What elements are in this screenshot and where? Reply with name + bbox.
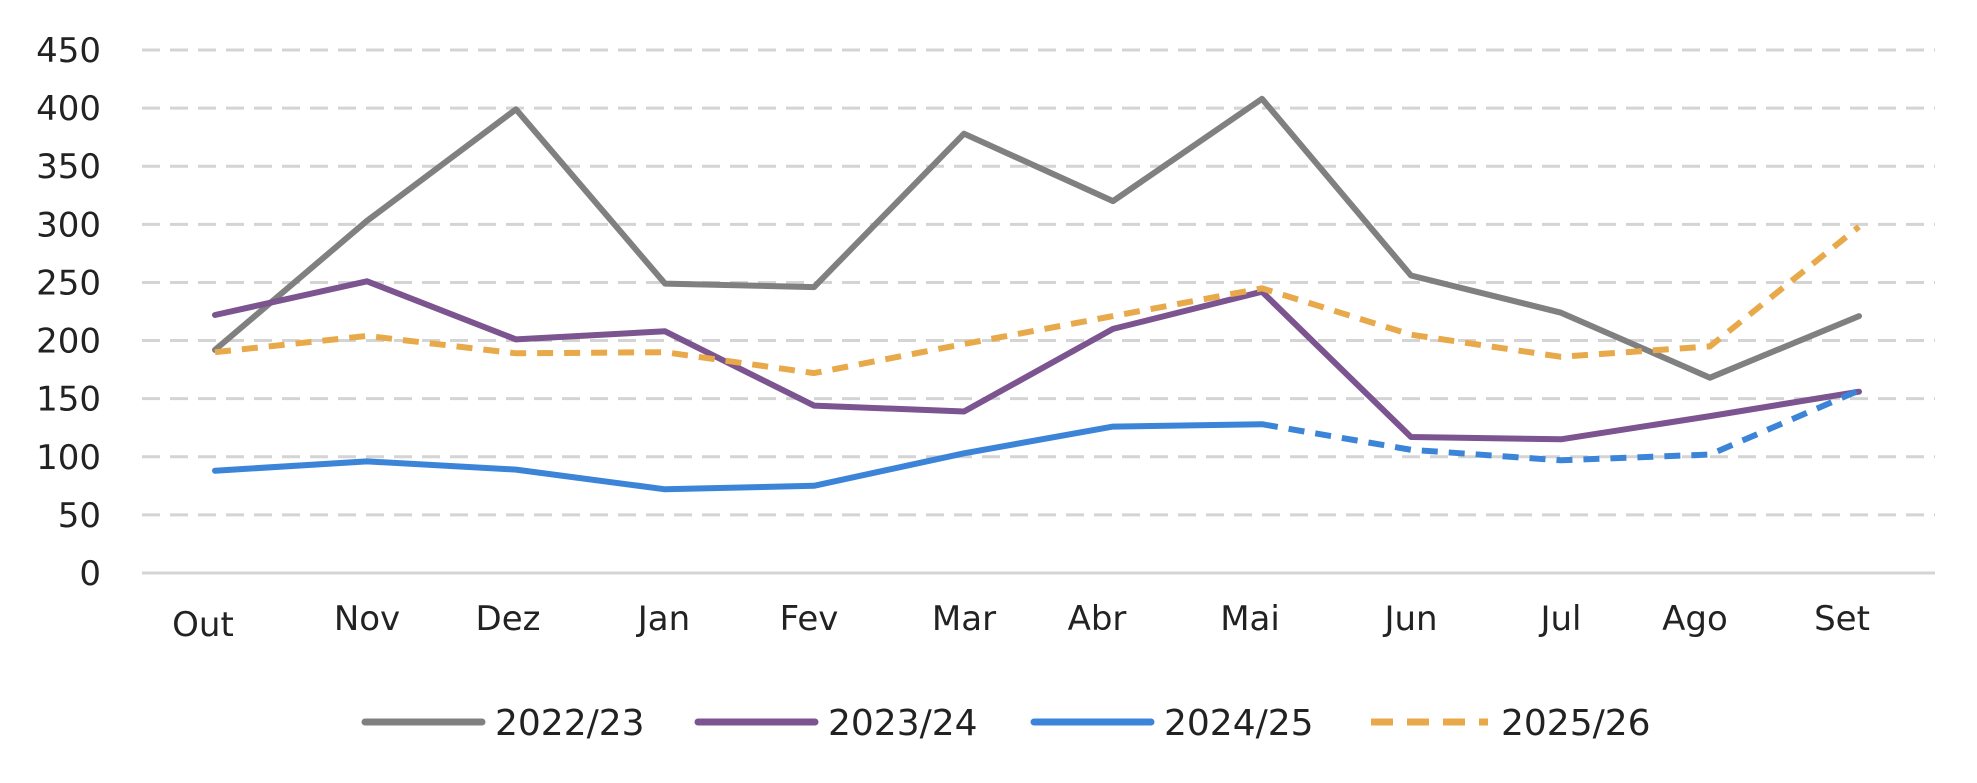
grid-lines bbox=[142, 48, 1935, 575]
series-line bbox=[212, 95, 1862, 381]
series-2022-23 bbox=[212, 95, 1862, 381]
data-point bbox=[1558, 457, 1564, 463]
y-tick-label: 150 bbox=[36, 380, 101, 420]
data-point bbox=[513, 336, 519, 342]
data-point bbox=[513, 467, 519, 473]
data-point bbox=[212, 312, 218, 318]
data-point bbox=[1558, 436, 1564, 442]
data-point bbox=[513, 106, 519, 112]
data-point bbox=[364, 458, 370, 464]
data-point bbox=[1110, 313, 1116, 319]
legend-item: 2023/24 bbox=[694, 703, 978, 744]
x-tick-label: Jul bbox=[1538, 599, 1581, 639]
x-tick-label: Mar bbox=[932, 599, 996, 639]
data-point bbox=[1110, 198, 1116, 204]
y-tick-label: 200 bbox=[36, 322, 101, 362]
x-tick-label: Mai bbox=[1220, 599, 1280, 639]
data-point bbox=[1408, 332, 1414, 338]
data-point bbox=[364, 333, 370, 339]
x-tick-label: Jun bbox=[1382, 599, 1437, 639]
x-axis-ticks: Out Nov Dez Jan Fev Mar Abr Mai Jun Jul Ago Set bbox=[172, 599, 1870, 645]
series-2023-24 bbox=[212, 278, 1862, 443]
legend-label: 2024/25 bbox=[1164, 703, 1314, 744]
data-point bbox=[1707, 451, 1713, 457]
x-tick-label: Jan bbox=[636, 599, 690, 639]
y-tick-label: 50 bbox=[58, 496, 101, 536]
data-point bbox=[961, 131, 967, 137]
legend-item: 2024/25 bbox=[1030, 703, 1314, 744]
x-tick-label: Ago bbox=[1662, 599, 1728, 639]
legend-label: 2022/23 bbox=[495, 703, 645, 744]
series-2024-25 bbox=[212, 387, 1862, 493]
data-point bbox=[513, 350, 519, 356]
x-tick-label: Fev bbox=[780, 599, 839, 639]
y-tick-label: 450 bbox=[36, 31, 101, 71]
data-point bbox=[1856, 388, 1862, 394]
y-tick-label: 0 bbox=[79, 554, 101, 594]
data-point bbox=[364, 278, 370, 284]
data-point bbox=[961, 450, 967, 456]
y-tick-label: 400 bbox=[36, 89, 101, 129]
y-tick-label: 100 bbox=[36, 438, 101, 478]
series-line-dashed bbox=[1261, 387, 1861, 464]
data-point bbox=[1558, 310, 1564, 316]
data-point bbox=[811, 483, 817, 489]
legend-label: 2023/24 bbox=[828, 703, 978, 744]
x-tick-label: Set bbox=[1814, 599, 1870, 639]
data-point bbox=[961, 341, 967, 347]
data-point bbox=[1408, 434, 1414, 440]
data-point bbox=[1408, 272, 1414, 278]
data-point bbox=[811, 370, 817, 376]
x-tick-label: Abr bbox=[1068, 599, 1127, 639]
y-axis-ticks: 0 50 100 150 200 250 300 350 400 450 bbox=[36, 31, 101, 594]
series-2025-26 bbox=[212, 224, 1862, 377]
data-point bbox=[961, 408, 967, 414]
y-tick-label: 300 bbox=[36, 205, 101, 245]
x-tick-label: Nov bbox=[334, 599, 400, 639]
data-point bbox=[1707, 413, 1713, 419]
data-point bbox=[1259, 421, 1265, 427]
data-point bbox=[1110, 326, 1116, 332]
legend-label: 2025/26 bbox=[1501, 703, 1651, 744]
data-point bbox=[1856, 313, 1862, 319]
data-point bbox=[811, 403, 817, 409]
data-point bbox=[662, 486, 668, 492]
data-point bbox=[212, 349, 218, 355]
data-point bbox=[811, 284, 817, 290]
data-point bbox=[1259, 285, 1265, 291]
legend-item: 2022/23 bbox=[361, 703, 645, 744]
data-point bbox=[662, 281, 668, 287]
data-point bbox=[1558, 354, 1564, 360]
y-tick-label: 250 bbox=[36, 263, 101, 303]
series-line-solid bbox=[212, 421, 1265, 493]
legend-item: 2025/26 bbox=[1371, 703, 1651, 744]
data-point bbox=[364, 218, 370, 224]
series-line bbox=[212, 278, 1862, 443]
data-point bbox=[1707, 375, 1713, 381]
data-point bbox=[1408, 447, 1414, 453]
y-tick-label: 350 bbox=[36, 147, 101, 187]
data-point bbox=[662, 328, 668, 334]
series-line-dashed bbox=[214, 224, 1861, 377]
data-point bbox=[1259, 96, 1265, 102]
x-tick-label: Dez bbox=[476, 599, 541, 639]
data-point bbox=[1110, 424, 1116, 430]
data-point bbox=[212, 468, 218, 474]
data-point bbox=[1856, 224, 1862, 230]
x-tick-label: Out bbox=[172, 605, 234, 645]
data-point bbox=[662, 349, 668, 355]
series-lines bbox=[212, 95, 1862, 493]
data-point bbox=[1707, 343, 1713, 349]
legend: 2022/23 2023/24 2024/25 2025/26 bbox=[361, 703, 1651, 744]
